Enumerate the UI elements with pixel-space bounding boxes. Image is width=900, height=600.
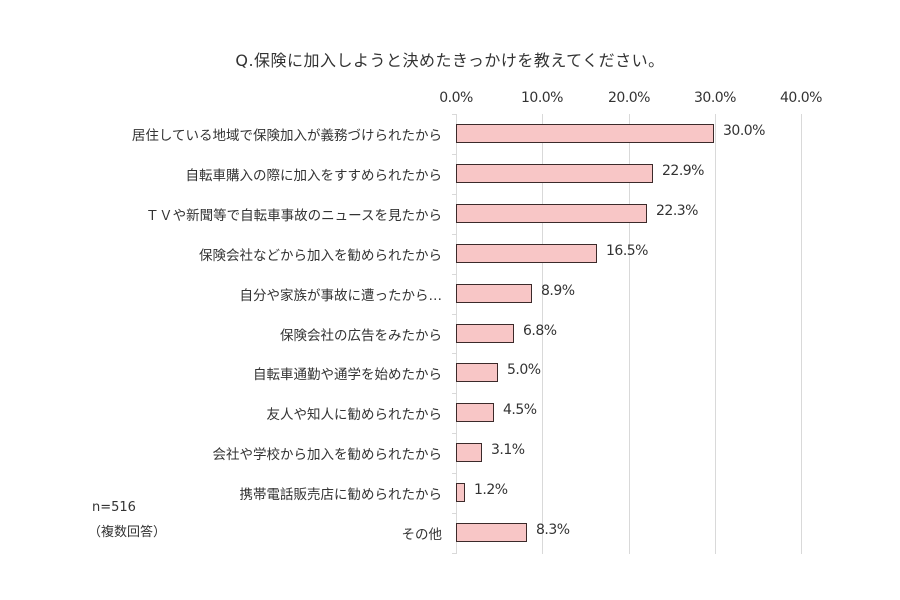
- category-label: 自分や家族が事故に遭ったから…: [239, 288, 443, 304]
- bar: [456, 244, 597, 263]
- sample-size-note: n=516: [92, 500, 136, 515]
- category-label: ＴＶや新聞等で自転車事故のニュースを見たから: [145, 208, 442, 224]
- x-tick-label: 40.0%: [780, 90, 822, 106]
- value-label: 1.2%: [474, 482, 508, 498]
- category-label: 携帯電話販売店に勧められたから: [239, 487, 443, 503]
- value-label: 30.0%: [723, 123, 765, 139]
- bar: [456, 443, 482, 462]
- bar: [456, 324, 514, 343]
- bar-row: 会社や学校から加入を勧められたから 3.1%: [0, 433, 900, 473]
- y-axis-tick: [452, 274, 456, 275]
- bar: [456, 403, 494, 422]
- value-label: 22.3%: [656, 203, 698, 219]
- category-label: 保険会社の広告をみたから: [280, 328, 442, 344]
- bar: [456, 523, 527, 542]
- multiple-answer-note: （複数回答）: [88, 525, 167, 540]
- y-axis-tick: [452, 194, 456, 195]
- y-axis-tick: [452, 353, 456, 354]
- x-tick-label: 0.0%: [439, 90, 473, 106]
- y-axis-tick: [452, 553, 456, 554]
- category-label: 居住している地域で保険加入が義務づけられたから: [131, 128, 442, 144]
- value-label: 5.0%: [507, 362, 541, 378]
- category-label: 自転車通勤や通学を始めたから: [253, 367, 442, 383]
- category-label: 保険会社などから加入を勧められたから: [199, 248, 442, 264]
- value-label: 6.8%: [523, 323, 557, 339]
- value-label: 8.3%: [536, 522, 570, 538]
- y-axis-tick: [452, 114, 456, 115]
- bar-row: ＴＶや新聞等で自転車事故のニュースを見たから 22.3%: [0, 194, 900, 234]
- x-tick-label: 10.0%: [521, 90, 563, 106]
- value-label: 4.5%: [503, 402, 537, 418]
- value-label: 8.9%: [541, 283, 575, 299]
- bar-row: 保険会社などから加入を勧められたから 16.5%: [0, 234, 900, 274]
- bar-row: 自転車通勤や通学を始めたから 5.0%: [0, 353, 900, 393]
- bar-row: 居住している地域で保険加入が義務づけられたから 30.0%: [0, 114, 900, 154]
- category-label: 自転車購入の際に加入をすすめられたから: [185, 168, 443, 184]
- chart-title: Q.保険に加入しようと決めたきっかけを教えてください。: [235, 51, 665, 70]
- x-tick-label: 20.0%: [608, 90, 650, 106]
- bar-row: 自分や家族が事故に遭ったから… 8.9%: [0, 274, 900, 314]
- value-label: 16.5%: [606, 243, 648, 259]
- category-label: 友人や知人に勧められたから: [266, 407, 443, 423]
- value-label: 3.1%: [491, 442, 525, 458]
- y-axis-tick: [452, 314, 456, 315]
- gridline: [629, 114, 630, 554]
- bar-row: 保険会社の広告をみたから 6.8%: [0, 314, 900, 354]
- bar-row: 携帯電話販売店に勧められたから 1.2%: [0, 473, 900, 513]
- gridline: [542, 114, 543, 554]
- bar: [456, 284, 532, 303]
- bar-row: 自転車購入の際に加入をすすめられたから 22.9%: [0, 154, 900, 194]
- bar: [456, 124, 714, 143]
- gridline: [801, 114, 802, 554]
- bar: [456, 483, 465, 502]
- y-axis-tick: [452, 234, 456, 235]
- x-tick-label: 30.0%: [694, 90, 736, 106]
- category-label: その他: [401, 527, 443, 543]
- gridline: [715, 114, 716, 554]
- bar: [456, 363, 498, 382]
- bar-row: その他 8.3%: [0, 513, 900, 553]
- category-label: 会社や学校から加入を勧められたから: [212, 447, 443, 463]
- y-axis-tick: [452, 473, 456, 474]
- y-axis-tick: [452, 513, 456, 514]
- bar: [456, 164, 653, 183]
- value-label: 22.9%: [662, 163, 704, 179]
- y-axis-tick: [452, 393, 456, 394]
- y-axis-tick: [452, 433, 456, 434]
- bar: [456, 204, 647, 223]
- y-axis-tick: [452, 154, 456, 155]
- bar-row: 友人や知人に勧められたから 4.5%: [0, 393, 900, 433]
